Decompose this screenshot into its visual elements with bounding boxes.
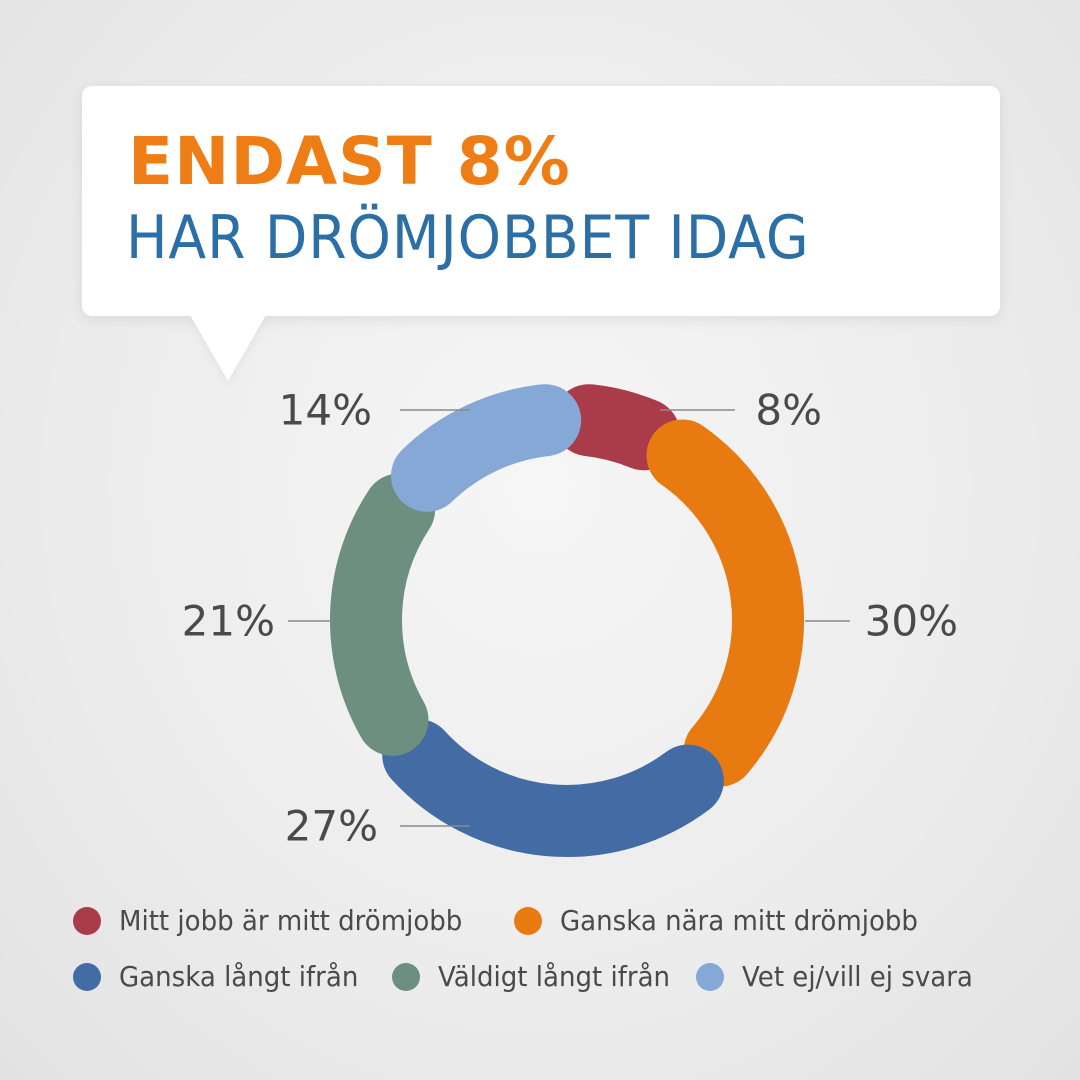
subheadline: HAR DRÖMJOBBET IDAG [126,203,810,273]
donut-segment-ganska-langt [382,719,724,857]
data-label-valdigt-langt: 21% [182,597,275,646]
callout-pointer [190,315,266,381]
data-label-ganska-nara: 30% [865,597,958,646]
donut-segment-valdigt-langt [330,473,436,756]
title-callout-box [82,86,1000,316]
donut-segment-mitt-jobb [552,384,681,471]
headline: ENDAST 8% [128,123,571,200]
donut-segment-ganska-nara [646,419,804,787]
data-label-mitt-jobb: 8% [755,386,822,435]
donut-segment-vet-ej [391,384,582,512]
data-label-ganska-langt: 27% [285,802,378,851]
data-label-vet-ej: 14% [279,386,372,435]
